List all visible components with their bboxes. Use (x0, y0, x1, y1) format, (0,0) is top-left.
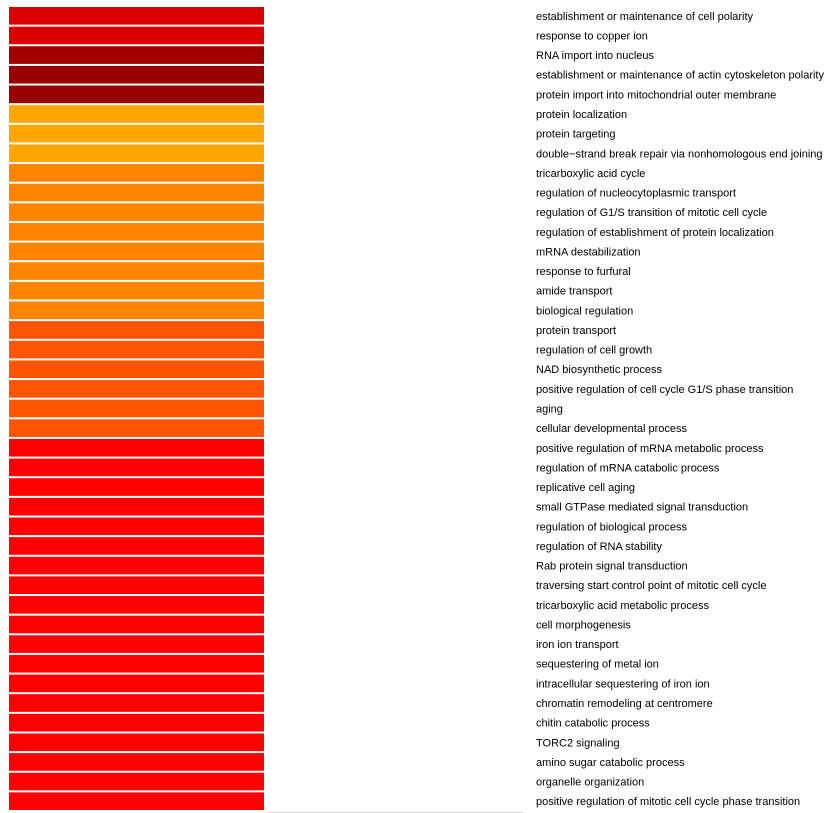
row-label: small GTPase mediated signal transductio… (536, 502, 748, 514)
heatmap-cell (9, 65, 264, 84)
heatmap-cell (9, 635, 264, 653)
row-label: TORC2 signaling (536, 737, 620, 749)
heatmap-cell (9, 733, 264, 752)
heatmap-cell (9, 438, 264, 457)
row-label: biological regulation (536, 305, 633, 317)
heatmap-cell (9, 772, 264, 791)
row-label: tricarboxylic acid cycle (536, 168, 645, 180)
heatmap-cell (9, 105, 264, 123)
heatmap-cell (9, 497, 264, 516)
heatmap-cell (9, 694, 264, 712)
row-label: iron ion transport (536, 639, 619, 651)
heatmap-cell (9, 203, 264, 221)
row-label: positive regulation of mitotic cell cycl… (536, 796, 800, 808)
row-label: regulation of RNA stability (536, 541, 662, 553)
row-label: response to furfural (536, 266, 631, 278)
row-label: regulation of biological process (536, 521, 688, 533)
heatmap-cell (9, 380, 264, 398)
heatmap-cell (9, 654, 264, 673)
heatmap-cell (9, 517, 264, 536)
row-label: regulation of nucleocytoplasmic transpor… (536, 188, 736, 200)
row-label: replicative cell aging (536, 482, 635, 494)
heatmap-cell (9, 537, 264, 555)
row-label: establishment or maintenance of actin cy… (536, 70, 824, 82)
row-label: organelle organization (536, 777, 644, 789)
row-label: amide transport (536, 286, 612, 298)
row-label: chitin catabolic process (536, 718, 650, 730)
heatmap-cell (9, 301, 264, 320)
row-label: aging (536, 404, 563, 416)
heatmap-cell (9, 321, 264, 339)
heatmap-cell (9, 340, 264, 359)
row-label: protein targeting (536, 129, 616, 141)
heatmap-cell (9, 713, 264, 732)
heatmap-cell (9, 596, 264, 614)
heatmap-cell (9, 419, 264, 437)
heatmap-cell (9, 85, 264, 104)
row-labels: establishment or maintenance of cell pol… (536, 11, 824, 808)
heatmap-cell (9, 242, 264, 261)
row-label: Rab protein signal transduction (536, 561, 688, 573)
row-label: cell morphogenesis (536, 619, 631, 631)
heatmap-cell (9, 615, 264, 634)
heatmap-cell (9, 792, 264, 810)
row-label: response to copper ion (536, 30, 648, 42)
heatmap-cell (9, 576, 264, 595)
row-label: traversing start control point of mitoti… (536, 580, 766, 592)
row-label: mRNA destabilization (536, 246, 641, 258)
heatmap-cell (9, 281, 264, 300)
row-label: RNA import into nucleus (536, 50, 654, 62)
row-label: tricarboxylic acid metabolic process (536, 600, 710, 612)
heatmap-cell (9, 674, 264, 693)
row-label: regulation of mRNA catabolic process (536, 462, 720, 474)
row-label: positive regulation of mRNA metabolic pr… (536, 443, 764, 455)
row-label: positive regulation of cell cycle G1/S p… (536, 384, 793, 396)
row-label: double−strand break repair via nonhomolo… (536, 148, 823, 160)
row-label: establishment or maintenance of cell pol… (536, 11, 754, 23)
heatmap-cell (9, 26, 264, 45)
heatmap-cell (9, 124, 264, 143)
heatmap-cell (9, 222, 264, 241)
row-label: intracellular sequestering of iron ion (536, 678, 710, 690)
row-label: sequestering of metal ion (536, 659, 659, 671)
heatmap-cell (9, 753, 264, 771)
row-label: chromatin remodeling at centromere (536, 698, 713, 710)
heatmap-cell (9, 399, 264, 418)
heatmap-cell (9, 144, 264, 163)
heatmap-cell (9, 458, 264, 477)
heatmap-cell (9, 556, 264, 575)
heatmap-cell (9, 7, 264, 25)
row-label: cellular developmental process (536, 423, 688, 435)
row-label: NAD biosynthetic process (536, 364, 662, 376)
heatmap-cells (9, 7, 264, 810)
row-label: regulation of establishment of protein l… (536, 227, 774, 239)
heatmap-cell (9, 478, 264, 496)
row-label: protein import into mitochondrial outer … (536, 89, 776, 101)
row-label: protein transport (536, 325, 616, 337)
row-label: regulation of G1/S transition of mitotic… (536, 207, 767, 219)
heatmap-cell (9, 262, 264, 280)
heatmap-cell (9, 360, 264, 379)
row-label: protein localization (536, 109, 627, 121)
row-label: amino sugar catabolic process (536, 757, 685, 769)
heatmap-cell (9, 183, 264, 202)
heatmap-cell (9, 46, 264, 64)
heatmap-cell (9, 164, 264, 182)
row-label: regulation of cell growth (536, 345, 652, 357)
